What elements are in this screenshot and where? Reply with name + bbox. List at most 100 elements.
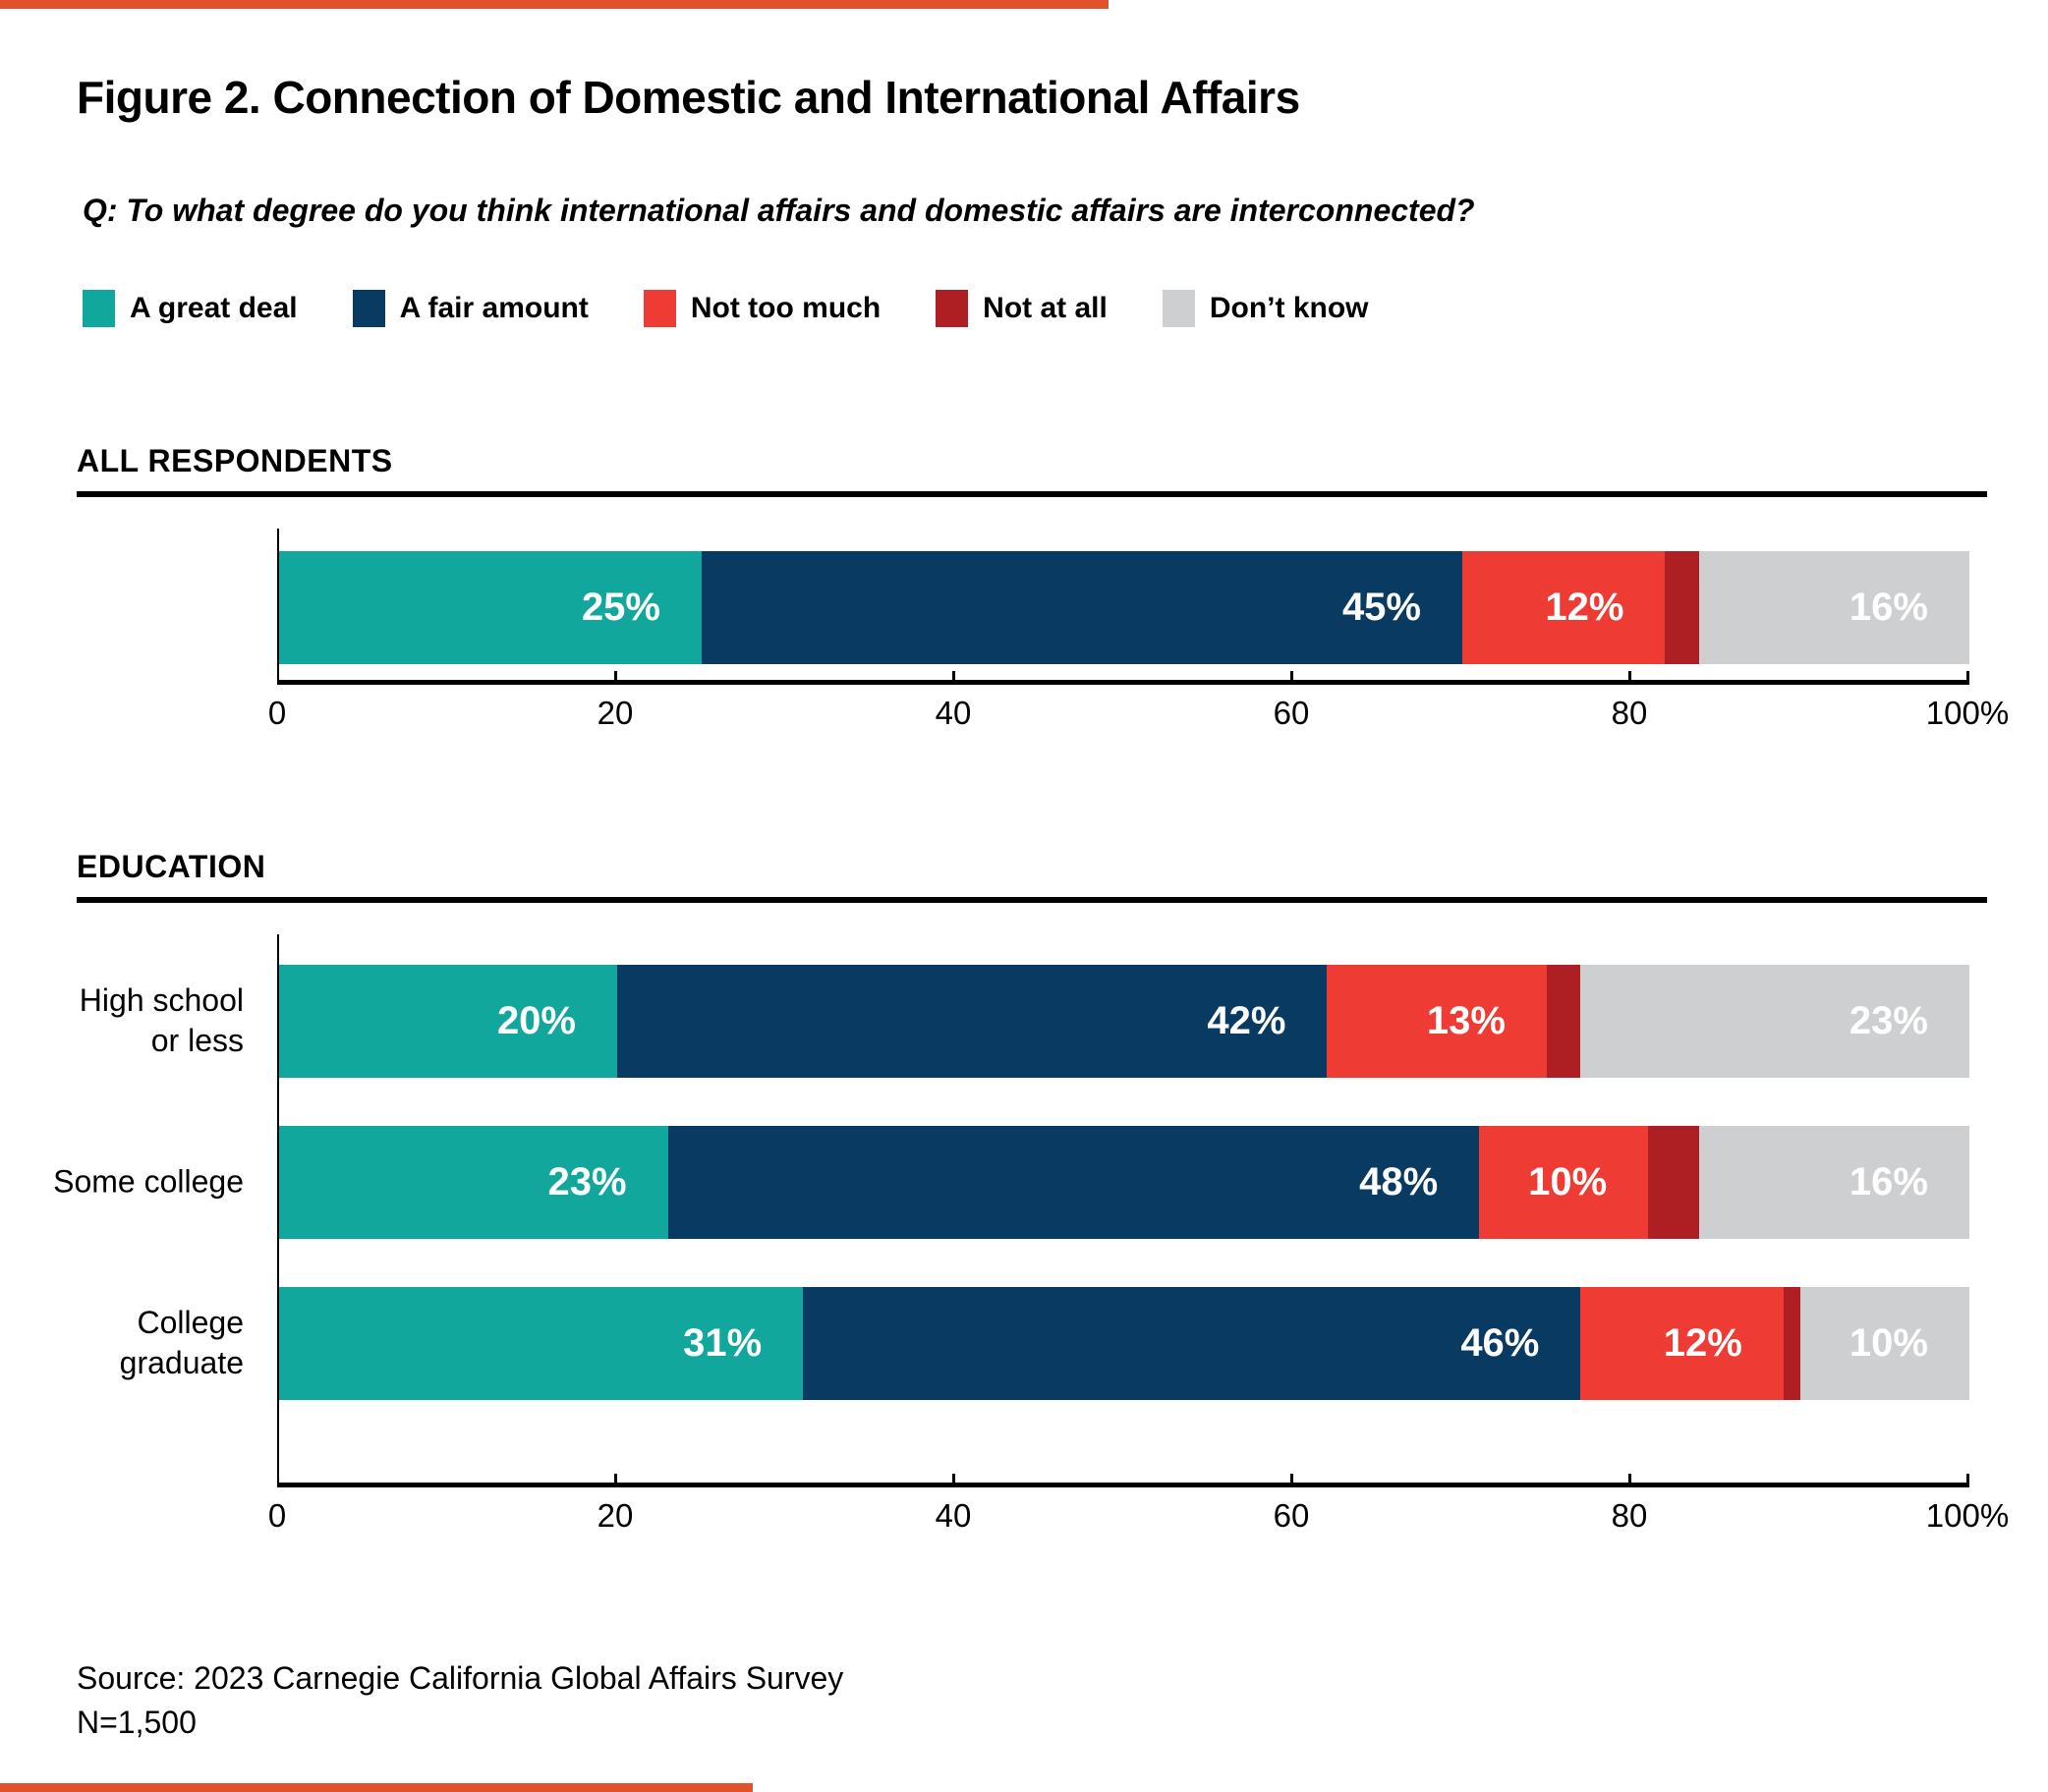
bar-segment-don-t-know: 10% <box>1799 1286 1969 1400</box>
source-text: Source: 2023 Carnegie California Global … <box>77 1659 844 1696</box>
top-accent-line <box>0 0 1109 9</box>
axis-tick-label: 20 <box>597 694 634 731</box>
legend-swatch <box>1162 289 1195 327</box>
survey-question: Q: To what degree do you think internati… <box>83 192 1475 228</box>
group-all-respondents: ALL RESPONDENTS 25% 45% 12% 16% 0 20 40 60 80 10… <box>77 442 2009 746</box>
bar-value-label: 48% <box>1359 1159 1439 1204</box>
bar-value-label: 45% <box>1341 585 1421 629</box>
legend-label: A fair amount <box>399 291 589 324</box>
bar-segment-a-great-deal: 25% <box>279 550 702 664</box>
section-title-education: EDUCATION <box>77 848 266 884</box>
bar-value-label: 23% <box>1849 998 1928 1042</box>
axis-tick <box>1290 1473 1293 1483</box>
sample-size-text: N=1,500 <box>77 1705 197 1741</box>
bar-value-label: 42% <box>1207 998 1286 1042</box>
bar-segment-a-fair-amount: 42% <box>617 964 1328 1078</box>
bar-row: Some college 23% 48% 10% 16% <box>53 1125 1969 1239</box>
bar-segment-not-at-all <box>1648 1125 1699 1239</box>
axis-tick <box>952 1473 955 1483</box>
section-rule <box>77 896 1987 903</box>
figure-title: Figure 2. Connection of Domestic and Int… <box>77 72 1300 123</box>
bar-value-label: 10% <box>1528 1159 1608 1204</box>
plot-area: 25% 45% 12% 16% <box>277 528 1969 685</box>
legend-swatch <box>936 289 969 327</box>
bar-value-label: 25% <box>581 585 660 629</box>
legend-item-2: Not too much <box>643 289 882 327</box>
section-title-all-respondents: ALL RESPONDENTS <box>77 442 393 478</box>
legend-label: Not too much <box>690 291 882 324</box>
chart-education: High school or less 20% 42% 13% 23% Some coll… <box>53 933 2009 1548</box>
axis-tick <box>1966 670 1969 680</box>
bottom-accent-line <box>0 1783 753 1792</box>
bar-segment-don-t-know: 16% <box>1698 550 1969 664</box>
bar-value-label: 12% <box>1545 585 1624 629</box>
bar-segment-a-great-deal: 20% <box>279 964 617 1078</box>
legend-label: Not at all <box>983 291 1108 324</box>
axis-tick-label: 80 <box>1611 694 1648 731</box>
row-label-some-college: Some college <box>53 1163 244 1200</box>
row-label-high-school-or-less: High school or less <box>79 982 244 1059</box>
axis-tick <box>614 1473 617 1483</box>
axis-tick <box>1966 1473 1969 1483</box>
bar-segment-don-t-know: 16% <box>1698 1125 1969 1239</box>
axis-tick-label: 60 <box>1273 694 1310 731</box>
section-rule <box>77 490 1987 497</box>
figure-footer: Source: 2023 Carnegie California Global … <box>77 1656 1987 1746</box>
axis-tick-label: 0 <box>267 1496 287 1534</box>
legend-label: A great deal <box>130 291 298 324</box>
axis-tick-label: 40 <box>935 1496 972 1534</box>
axis-tick-label: 100% <box>1925 1496 2010 1534</box>
legend-swatch <box>352 289 385 327</box>
axis-tick <box>1628 1473 1631 1483</box>
row-label-college-graduate: College graduate <box>119 1305 244 1381</box>
axis-tick <box>1290 670 1293 680</box>
legend-item-0: A great deal <box>83 289 298 327</box>
bar-segment-a-great-deal: 23% <box>279 1125 668 1239</box>
axis-tick-label: 80 <box>1611 1496 1648 1534</box>
axis-tick-label: 100% <box>1925 694 2010 731</box>
bar-segment-not-at-all <box>1783 1286 1800 1400</box>
chart-all-respondents: 25% 45% 12% 16% 0 20 40 60 80 100% <box>77 528 2009 746</box>
bar-value-label: 10% <box>1849 1320 1928 1365</box>
figure-content: Figure 2. Connection of Domestic and Int… <box>0 72 2048 1746</box>
bar-value-label: 46% <box>1460 1320 1540 1365</box>
legend-item-1: A fair amount <box>352 289 589 327</box>
axis-tick-label: 40 <box>935 694 972 731</box>
group-education: EDUCATION High school or less 20% 42% 13% 23… <box>53 848 2009 1548</box>
legend-label: Don’t know <box>1209 291 1369 324</box>
bar-segment-a-fair-amount: 45% <box>702 550 1462 664</box>
x-axis-labels: 0 20 40 60 80 100% <box>268 1496 2009 1548</box>
axis-tick <box>1628 670 1631 680</box>
stacked-bar: 31% 46% 12% 10% <box>279 1286 1969 1400</box>
legend-item-3: Not at all <box>936 289 1108 327</box>
bar-segment-not-too-much: 10% <box>1479 1125 1649 1239</box>
bar-value-label: 12% <box>1663 1320 1742 1365</box>
legend-item-4: Don’t know <box>1162 289 1369 327</box>
stacked-bar: 23% 48% 10% 16% <box>279 1125 1969 1239</box>
bar-segment-not-too-much: 12% <box>1462 550 1666 664</box>
bar-segment-a-fair-amount: 46% <box>803 1286 1581 1400</box>
bar-segment-don-t-know: 23% <box>1580 964 1969 1078</box>
axis-tick-label: 0 <box>267 694 287 731</box>
axis-tick <box>952 670 955 680</box>
bar-segment-not-at-all <box>1665 550 1699 664</box>
bar-row: High school or less 20% 42% 13% 23% <box>80 964 1969 1078</box>
bar-value-label: 16% <box>1849 585 1928 629</box>
bar-value-label: 31% <box>683 1320 763 1365</box>
bar-value-label: 20% <box>496 998 576 1042</box>
bar-row: College graduate 31% 46% 12% 10% <box>120 1286 1969 1400</box>
bar-value-label: 13% <box>1426 998 1506 1042</box>
x-axis-labels: 0 20 40 60 80 100% <box>268 694 2009 746</box>
axis-tick-label: 60 <box>1273 1496 1310 1534</box>
bar-segment-a-great-deal: 31% <box>279 1286 804 1400</box>
bar-value-label: 16% <box>1849 1159 1928 1204</box>
axis-tick <box>614 670 617 680</box>
bar-segment-not-too-much: 12% <box>1580 1286 1784 1400</box>
legend-swatch <box>643 289 676 327</box>
bar-segment-not-at-all <box>1546 964 1581 1078</box>
bar-segment-not-too-much: 13% <box>1327 964 1547 1078</box>
bar-value-label: 23% <box>547 1159 627 1204</box>
axis-tick-label: 20 <box>597 1496 634 1534</box>
stacked-bar: 25% 45% 12% 16% <box>279 550 1969 664</box>
